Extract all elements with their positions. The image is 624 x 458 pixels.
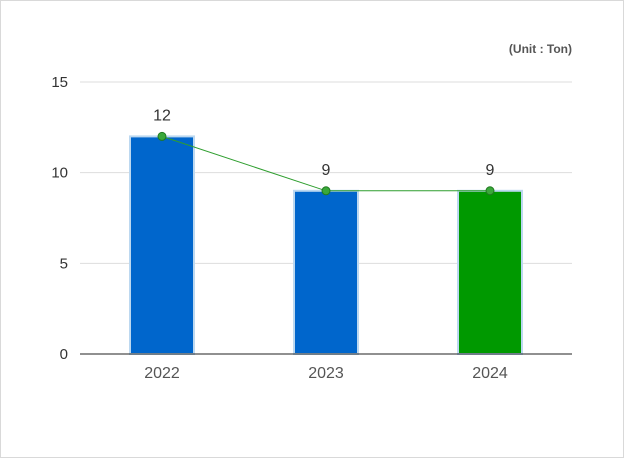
unit-label: (Unit : Ton) xyxy=(509,42,572,56)
bar-2023 xyxy=(293,189,359,355)
y-tick-label-15: 15 xyxy=(51,74,68,91)
y-axis-ticks: 0 5 10 15 xyxy=(51,74,68,363)
x-tick-label-2022: 2022 xyxy=(144,365,180,382)
bar-2024 xyxy=(457,189,523,355)
trend-line xyxy=(157,131,495,196)
x-axis-ticks: 2022 2023 2024 xyxy=(144,365,508,382)
data-label-2023: 9 xyxy=(322,162,331,179)
y-tick-label-0: 0 xyxy=(60,346,68,363)
bar-2022 xyxy=(129,135,195,355)
trend-point-2024 xyxy=(485,186,495,196)
data-labels: 12 9 9 xyxy=(153,107,494,178)
trend-point-2022 xyxy=(157,131,167,141)
data-label-2022: 12 xyxy=(153,107,171,124)
data-label-2024: 9 xyxy=(486,162,495,179)
x-tick-label-2024: 2024 xyxy=(472,365,508,382)
y-tick-label-10: 10 xyxy=(51,165,68,182)
trend-point-2023 xyxy=(321,186,331,196)
x-tick-label-2023: 2023 xyxy=(308,365,344,382)
y-tick-label-5: 5 xyxy=(60,255,68,272)
